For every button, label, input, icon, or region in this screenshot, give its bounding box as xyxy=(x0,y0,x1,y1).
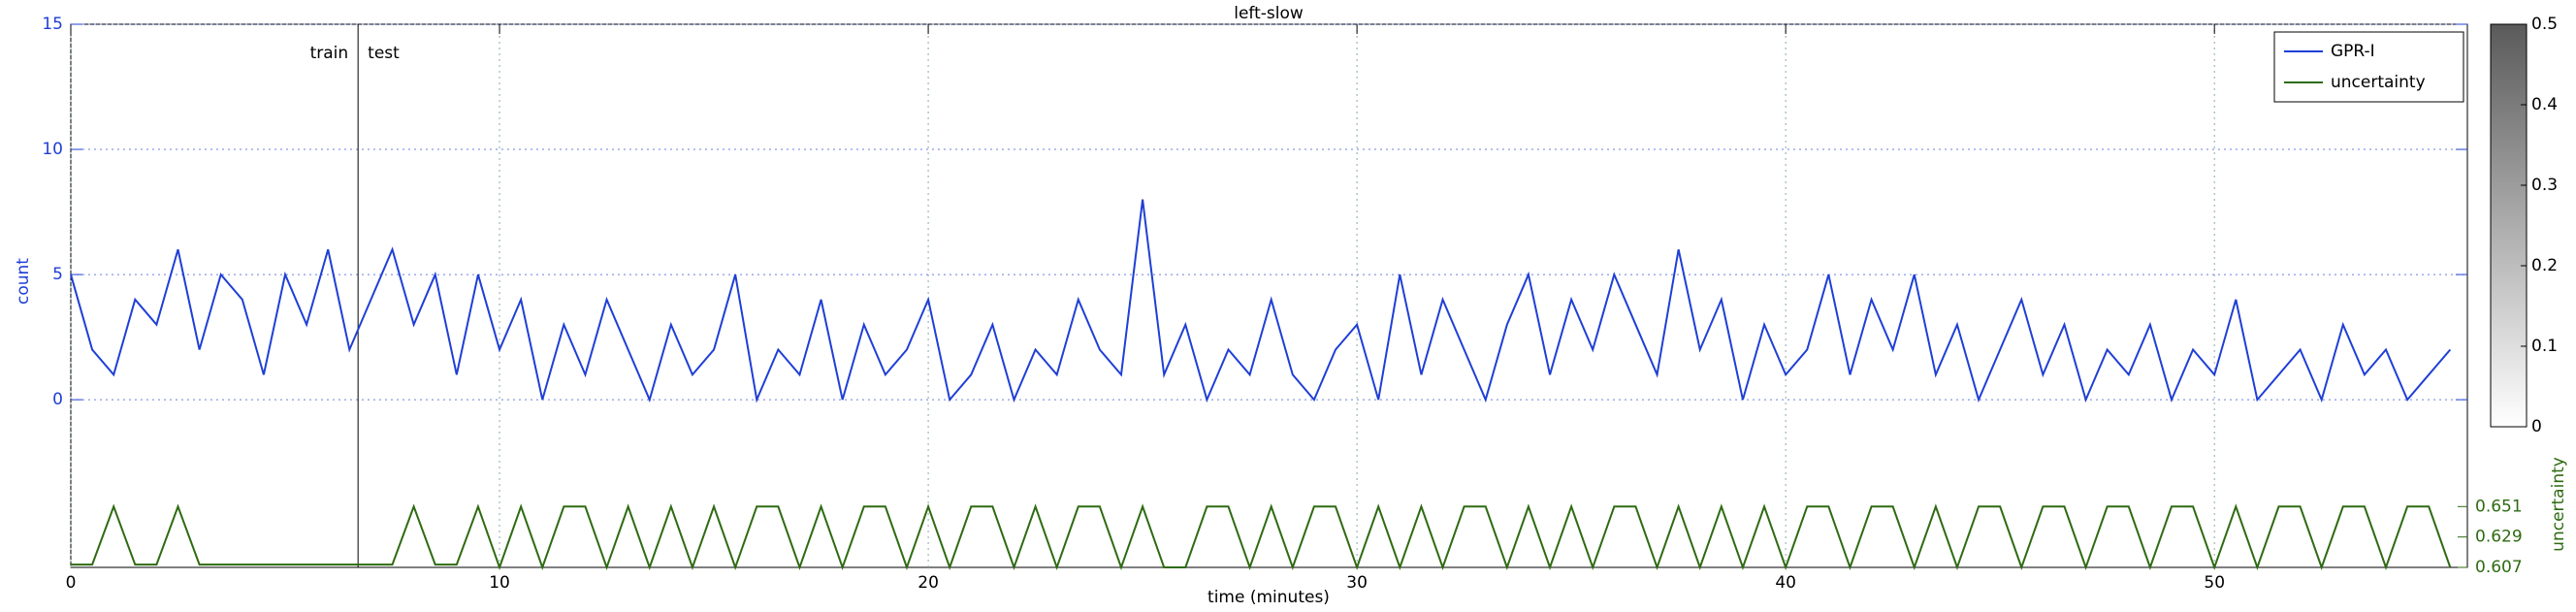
x-tick-label: 10 xyxy=(489,573,510,593)
colorbar xyxy=(2490,23,2528,428)
legend-box xyxy=(2273,31,2464,103)
x-tick-label: 50 xyxy=(2204,573,2225,593)
colorbar-tick-label: 0.5 xyxy=(2531,15,2558,34)
legend-label: uncertainty xyxy=(2331,73,2426,92)
y2-axis-label: uncertainty xyxy=(2549,457,2568,552)
colorbar-tick-label: 0.3 xyxy=(2531,176,2558,195)
annotation: test xyxy=(368,44,400,63)
y-axis-label: count xyxy=(14,258,33,305)
colorbar-tick-label: 0.4 xyxy=(2531,95,2558,114)
x-tick-label: 20 xyxy=(918,573,939,593)
series-line xyxy=(71,503,2452,571)
colorbar-tick-label: 0 xyxy=(2531,417,2542,436)
plot-area xyxy=(70,23,2468,568)
annotation: train xyxy=(310,44,349,63)
y2-tick-label: 0.651 xyxy=(2475,497,2523,516)
y-tick-label: 10 xyxy=(42,140,63,159)
y-tick-label: 15 xyxy=(42,15,63,34)
y-tick-label: 0 xyxy=(52,390,63,409)
y-tick-label: 5 xyxy=(52,265,63,284)
legend-label: GPR-I xyxy=(2331,42,2375,61)
x-axis-label: time (minutes) xyxy=(1208,588,1330,607)
x-tick-label: 40 xyxy=(1775,573,1796,593)
y2-tick-label: 0.607 xyxy=(2475,558,2523,577)
colorbar-tick-label: 0.1 xyxy=(2531,337,2558,356)
chart-title: left-slow xyxy=(1234,4,1304,23)
series-line xyxy=(70,199,2452,403)
y2-tick-label: 0.629 xyxy=(2475,528,2523,547)
x-tick-label: 0 xyxy=(66,573,77,593)
x-tick-label: 30 xyxy=(1346,573,1368,593)
colorbar-tick-label: 0.2 xyxy=(2531,256,2558,275)
